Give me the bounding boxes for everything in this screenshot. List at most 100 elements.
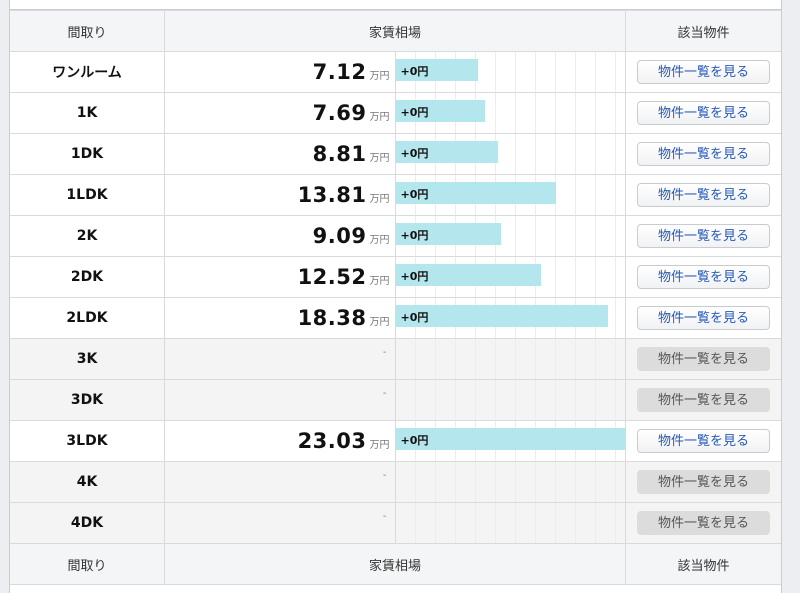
rent-table-panel: 間取り 家賃相場 該当物件 ワンルーム 7.12 万円 +0円 物件一覧を見る 1K 7.6… bbox=[9, 0, 782, 593]
price-cell: 7.69 万円 bbox=[164, 92, 396, 134]
price-bar bbox=[395, 264, 541, 286]
price-bar bbox=[395, 182, 556, 204]
view-listings-button: 物件一覧を見る bbox=[637, 388, 770, 412]
price-diff-label: +0円 bbox=[400, 188, 429, 201]
listings-cell: 物件一覧を見る bbox=[625, 174, 781, 216]
price-bar-cell: +0円 bbox=[394, 174, 626, 216]
price-cell: 7.12 万円 bbox=[164, 51, 396, 93]
table-row: 2LDK 18.38 万円 +0円 物件一覧を見る bbox=[10, 297, 781, 339]
view-listings-button[interactable]: 物件一覧を見る bbox=[637, 101, 770, 125]
price-cell: 18.38 万円 bbox=[164, 297, 396, 339]
table-row: 2DK 12.52 万円 +0円 物件一覧を見る bbox=[10, 256, 781, 298]
price-value: 23.03 bbox=[297, 429, 367, 453]
listings-cell: 物件一覧を見る bbox=[625, 297, 781, 339]
listings-cell: 物件一覧を見る bbox=[625, 379, 781, 421]
layout-cell: ワンルーム bbox=[10, 51, 165, 93]
listings-cell: 物件一覧を見る bbox=[625, 256, 781, 298]
listings-cell: 物件一覧を見る bbox=[625, 502, 781, 544]
view-listings-button: 物件一覧を見る bbox=[637, 470, 770, 494]
price-unit: 万円 bbox=[369, 153, 390, 164]
price-bar bbox=[395, 223, 501, 245]
price-cell: - bbox=[164, 461, 396, 503]
price-bar bbox=[395, 100, 485, 122]
price-bar-cell: +0円 bbox=[394, 51, 626, 93]
table-row: 3LDK 23.03 万円 +0円 物件一覧を見る bbox=[10, 420, 781, 462]
listings-cell: 物件一覧を見る bbox=[625, 215, 781, 257]
table-header-row: 間取り 家賃相場 該当物件 bbox=[10, 10, 781, 52]
view-listings-button: 物件一覧を見る bbox=[637, 347, 770, 371]
price-missing: - bbox=[382, 470, 387, 481]
view-listings-button[interactable]: 物件一覧を見る bbox=[637, 60, 770, 84]
table-row: 3DK - 物件一覧を見る bbox=[10, 379, 781, 421]
table-row: ワンルーム 7.12 万円 +0円 物件一覧を見る bbox=[10, 51, 781, 93]
bar-grid bbox=[395, 339, 625, 379]
price-bar bbox=[395, 59, 478, 81]
layout-cell: 3K bbox=[10, 338, 165, 380]
price-value: 7.69 bbox=[312, 101, 367, 125]
listings-cell: 物件一覧を見る bbox=[625, 133, 781, 175]
price-unit: 万円 bbox=[369, 71, 390, 82]
listings-cell: 物件一覧を見る bbox=[625, 51, 781, 93]
price-diff-label: +0円 bbox=[400, 147, 429, 160]
price-value: 9.09 bbox=[312, 224, 367, 248]
view-listings-button[interactable]: 物件一覧を見る bbox=[637, 224, 770, 248]
price-bar-cell: +0円 bbox=[394, 297, 626, 339]
price-value: 8.81 bbox=[312, 142, 367, 166]
bar-grid bbox=[395, 503, 625, 543]
view-listings-button[interactable]: 物件一覧を見る bbox=[637, 265, 770, 289]
table-row: 4K - 物件一覧を見る bbox=[10, 461, 781, 503]
listings-cell: 物件一覧を見る bbox=[625, 338, 781, 380]
layout-cell: 3DK bbox=[10, 379, 165, 421]
price-unit: 万円 bbox=[369, 276, 390, 287]
table-row: 4DK - 物件一覧を見る bbox=[10, 502, 781, 544]
price-cell: 9.09 万円 bbox=[164, 215, 396, 257]
layout-cell: 1DK bbox=[10, 133, 165, 175]
view-listings-button[interactable]: 物件一覧を見る bbox=[637, 306, 770, 330]
price-unit: 万円 bbox=[369, 440, 390, 451]
price-bar-cell bbox=[394, 379, 626, 421]
layout-cell: 1K bbox=[10, 92, 165, 134]
view-listings-button[interactable]: 物件一覧を見る bbox=[637, 429, 770, 453]
price-value: 13.81 bbox=[297, 183, 367, 207]
price-value: 12.52 bbox=[297, 265, 367, 289]
header-listings: 該当物件 bbox=[625, 10, 781, 52]
price-missing: - bbox=[382, 388, 387, 399]
header-layout: 間取り bbox=[10, 10, 165, 52]
layout-cell: 2LDK bbox=[10, 297, 165, 339]
price-bar-cell bbox=[394, 502, 626, 544]
price-cell: 8.81 万円 bbox=[164, 133, 396, 175]
price-diff-label: +0円 bbox=[400, 270, 429, 283]
price-cell: 12.52 万円 bbox=[164, 256, 396, 298]
layout-cell: 1LDK bbox=[10, 174, 165, 216]
table-row: 1LDK 13.81 万円 +0円 物件一覧を見る bbox=[10, 174, 781, 216]
footer-price: 家賃相場 bbox=[164, 543, 626, 585]
listings-cell: 物件一覧を見る bbox=[625, 420, 781, 462]
price-diff-label: +0円 bbox=[400, 106, 429, 119]
price-bar-cell: +0円 bbox=[394, 256, 626, 298]
price-cell: - bbox=[164, 379, 396, 421]
price-bar-cell: +0円 bbox=[394, 420, 626, 462]
view-listings-button[interactable]: 物件一覧を見る bbox=[637, 183, 770, 207]
price-bar bbox=[395, 141, 498, 163]
price-cell: - bbox=[164, 502, 396, 544]
layout-cell: 2K bbox=[10, 215, 165, 257]
header-price: 家賃相場 bbox=[164, 10, 626, 52]
price-unit: 万円 bbox=[369, 112, 390, 123]
table-row: 3K - 物件一覧を見る bbox=[10, 338, 781, 380]
layout-cell: 4DK bbox=[10, 502, 165, 544]
table-body: ワンルーム 7.12 万円 +0円 物件一覧を見る 1K 7.69 万円 +0円 物件一覧を見る 1… bbox=[10, 51, 781, 544]
price-unit: 万円 bbox=[369, 194, 390, 205]
layout-cell: 4K bbox=[10, 461, 165, 503]
price-value: 7.12 bbox=[312, 60, 367, 84]
price-missing: - bbox=[382, 347, 387, 358]
view-listings-button[interactable]: 物件一覧を見る bbox=[637, 142, 770, 166]
price-cell: - bbox=[164, 338, 396, 380]
price-bar-cell: +0円 bbox=[394, 133, 626, 175]
price-bar-cell: +0円 bbox=[394, 215, 626, 257]
price-bar-cell: +0円 bbox=[394, 92, 626, 134]
table-row: 1DK 8.81 万円 +0円 物件一覧を見る bbox=[10, 133, 781, 175]
price-diff-label: +0円 bbox=[400, 65, 429, 78]
price-missing: - bbox=[382, 511, 387, 522]
table-row: 2K 9.09 万円 +0円 物件一覧を見る bbox=[10, 215, 781, 257]
top-divider bbox=[10, 9, 781, 10]
